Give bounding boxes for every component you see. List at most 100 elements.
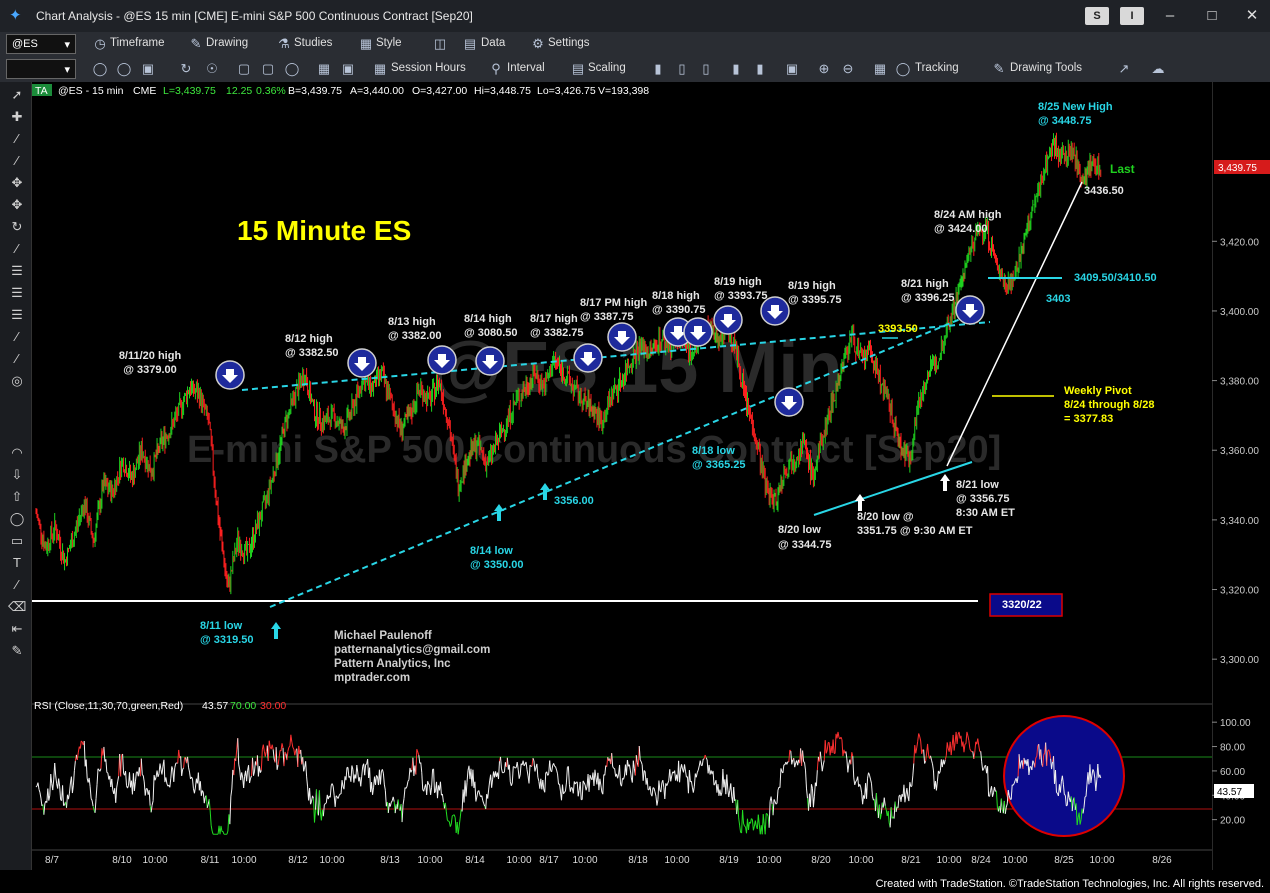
rsi-segment — [210, 825, 213, 832]
style-menu[interactable]: Style — [376, 37, 402, 49]
rsi-segment — [111, 778, 114, 790]
brush-icon[interactable]: ∕ — [15, 577, 19, 592]
rsi-segment — [788, 749, 791, 762]
i-link-button[interactable]: I — [1120, 7, 1144, 25]
zoom-out-icon[interactable]: ⊖ — [842, 61, 854, 76]
rsi-segment — [764, 813, 767, 835]
candle-icon[interactable]: ▯ — [678, 61, 686, 76]
edit-icon[interactable]: ✎ — [11, 643, 23, 658]
rsi-segment — [193, 787, 196, 794]
interval-icon: ⚲ — [491, 61, 501, 76]
rsi-segment — [144, 788, 147, 796]
studies-menu[interactable]: Studies — [294, 37, 333, 49]
rsi-segment — [730, 783, 733, 797]
grid-icon[interactable]: ▦ — [317, 61, 331, 76]
rectangle-icon[interactable]: ▭ — [10, 533, 24, 548]
close-icon[interactable]: ✕ — [1245, 7, 1259, 24]
arrow-up-icon[interactable]: ⇧ — [11, 489, 23, 504]
rsi-segment — [1082, 807, 1085, 814]
price-chart[interactable]: TA @ES - 15 min CME L=3,439.75 12.25 0.3… — [32, 82, 1212, 870]
rsi-segment — [684, 764, 686, 772]
channel-icon[interactable]: ∕ — [15, 153, 19, 168]
trendline-icon[interactable]: ∕ — [15, 131, 19, 146]
rsi-segment — [275, 747, 278, 770]
arrow-down-icon[interactable]: ⇩ — [11, 467, 23, 482]
fib-icon[interactable]: ☰ — [11, 263, 23, 278]
image-icon[interactable]: ▢ — [261, 61, 275, 76]
export-icon[interactable]: ↗ — [1118, 61, 1130, 76]
rsi-segment — [895, 806, 898, 813]
candle-icon[interactable]: ▯ — [702, 61, 710, 76]
rsi-segment — [805, 770, 808, 789]
circle-icon[interactable]: ◯ — [116, 61, 132, 76]
cycle-icon[interactable]: ↻ — [11, 219, 23, 234]
rsi-segment — [908, 782, 911, 802]
minimize-icon[interactable]: – — [1165, 7, 1175, 24]
x-tick-label: 10:00 — [506, 855, 531, 866]
rsi-segment — [1099, 774, 1102, 779]
session-hours-menu[interactable]: Session Hours — [391, 62, 466, 74]
rsi-segment — [142, 775, 145, 783]
window-icon[interactable]: ▣ — [141, 61, 155, 76]
symbol-input[interactable]: @ES ▾ — [6, 34, 76, 54]
s-link-button[interactable]: S — [1085, 7, 1109, 25]
image-icon[interactable]: ▢ — [237, 61, 251, 76]
rsi-segment — [369, 767, 372, 793]
down-arrow-icon — [767, 305, 783, 319]
vertical-line-icon[interactable]: ✥ — [11, 197, 23, 212]
bars-icon[interactable]: ▮ — [732, 61, 740, 76]
bars-icon[interactable]: ▮ — [756, 61, 764, 76]
data-menu[interactable]: Data — [481, 37, 506, 49]
circle-icon[interactable]: ◯ — [92, 61, 108, 76]
rsi-segment — [220, 825, 223, 832]
grid-icon[interactable]: ▦ — [873, 61, 887, 76]
down-arrow-icon — [670, 326, 686, 340]
rsi-segment — [1008, 795, 1011, 800]
arc-icon[interactable]: ◠ — [11, 445, 23, 460]
bar-chart-icon[interactable]: ▮ — [654, 61, 662, 76]
drawing-tools-menu[interactable]: Drawing Tools — [1010, 62, 1083, 74]
circle-icon[interactable]: ◯ — [284, 61, 300, 76]
drawing-menu[interactable]: Drawing — [206, 37, 249, 49]
annotation-label: 8/14 high — [464, 313, 512, 325]
cloud-icon[interactable]: ☁ — [1151, 61, 1165, 76]
window-icon[interactable]: ▣ — [785, 61, 799, 76]
fib-icon[interactable]: ☰ — [11, 307, 23, 322]
rsi-segment — [1018, 754, 1021, 769]
scaling-menu[interactable]: Scaling — [588, 62, 626, 74]
gann-icon[interactable]: ∕ — [15, 329, 19, 344]
tracking-menu[interactable]: Tracking — [915, 62, 959, 74]
gann-icon[interactable]: ∕ — [15, 351, 19, 366]
horizontal-line-icon[interactable]: ✥ — [11, 175, 23, 190]
interval-menu[interactable]: Interval — [507, 62, 545, 74]
layout-icon[interactable]: ◫ — [433, 36, 447, 51]
ray-icon[interactable]: ∕ — [15, 241, 19, 256]
crosshair-icon[interactable]: ✚ — [11, 109, 23, 124]
annotation-label: 8/12 high — [285, 333, 333, 345]
collapse-icon[interactable]: ⇤ — [11, 621, 23, 636]
window-icon[interactable]: ▣ — [341, 61, 355, 76]
pointer-icon[interactable]: ➚ — [11, 87, 23, 102]
rsi-segment — [331, 783, 334, 787]
target-icon[interactable]: ◎ — [11, 373, 23, 388]
rsi-segment — [343, 776, 346, 790]
timeframe-menu[interactable]: Timeframe — [110, 37, 165, 49]
text-icon[interactable]: T — [13, 555, 21, 570]
interval-input[interactable]: ▾ — [6, 59, 76, 79]
eraser-icon[interactable]: ⌫ — [8, 599, 27, 614]
spiral-icon[interactable]: ☉ — [206, 61, 218, 76]
refresh-icon[interactable]: ↻ — [180, 61, 192, 76]
rsi-segment — [516, 762, 519, 770]
maximize-icon[interactable]: □ — [1207, 7, 1217, 24]
rsi-segment — [658, 780, 661, 791]
fib-icon[interactable]: ☰ — [11, 285, 23, 300]
rsi-segment — [791, 759, 794, 765]
rsi-segment — [329, 785, 332, 798]
zoom-in-icon[interactable]: ⊕ — [818, 61, 830, 76]
x-tick-label: 8/10 — [112, 855, 132, 866]
rsi-segment — [310, 801, 313, 805]
ellipse-icon[interactable]: ◯ — [9, 511, 25, 526]
rsi-segment — [766, 813, 769, 817]
rsi-segment — [230, 788, 233, 797]
settings-menu[interactable]: Settings — [548, 37, 590, 49]
